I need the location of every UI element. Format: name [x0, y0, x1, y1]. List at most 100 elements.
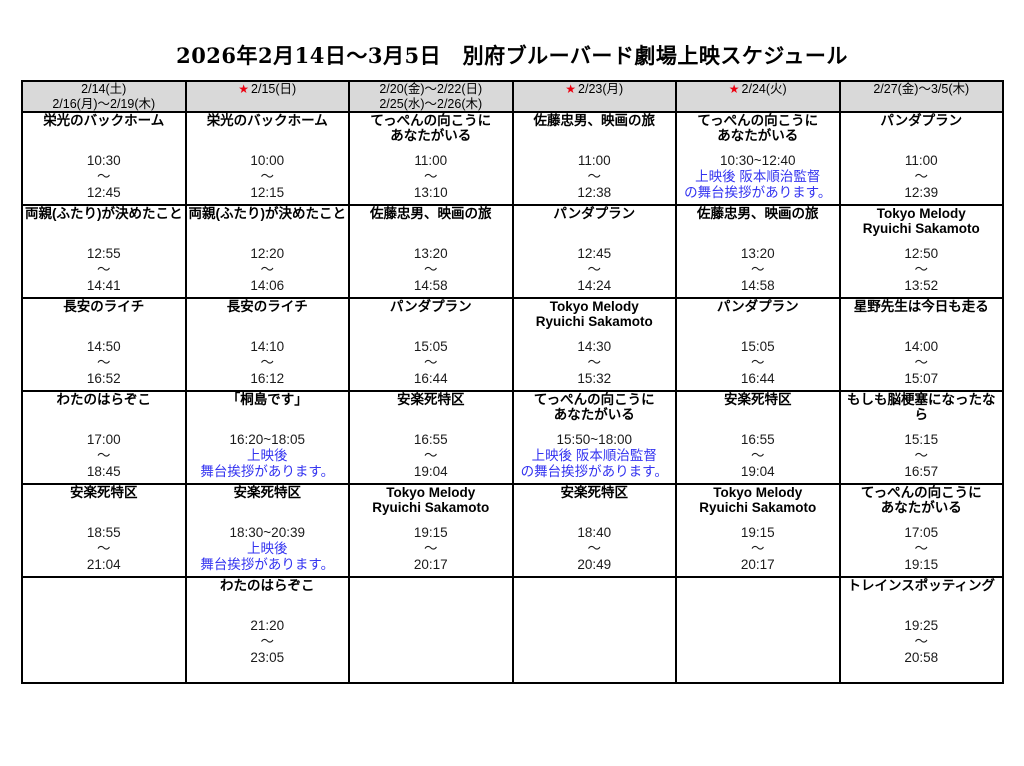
schedule-cell: 栄光のバックホーム 10:00 ～ 12:15	[184, 111, 350, 206]
showtime-start: 14:50	[86, 339, 121, 354]
schedule-cell: パンダプラン 12:45 ～ 14:24	[511, 204, 677, 299]
schedule-cell: 両親(ふたり)が決めたこと 12:55 ～ 14:41	[21, 204, 187, 299]
movie-title: Tokyo Melody	[876, 206, 966, 221]
movie-title: 星野先生は今日も走る	[853, 299, 989, 314]
schedule-table: 2/14(土) 2/16(月)～2/19(木) ★ 2/15(日) 2/20(金)…	[21, 80, 1004, 684]
showtime-end: 20:17	[413, 557, 448, 572]
movie-title: 安楽死特区	[560, 485, 629, 500]
showtime-range: 10:30~12:40	[720, 153, 796, 168]
movie-title: もしも脳梗塞になったなら	[847, 392, 996, 422]
schedule-cell: 栄光のバックホーム 10:30 ～ 12:45	[21, 111, 187, 206]
showtime-tilde: ～	[587, 355, 602, 370]
date-range-line1: 2/27(金)～3/5(木)	[873, 82, 970, 96]
empty-cell	[348, 576, 514, 684]
showtime-end: 20:58	[904, 650, 939, 665]
schedule-cell: 星野先生は今日も走る 14:00 ～ 15:07	[838, 297, 1004, 392]
showtime-start: 14:10	[250, 339, 285, 354]
showtime-start: 14:30	[577, 339, 612, 354]
showtime-end: 14:06	[250, 278, 285, 293]
movie-title-line2: Ryuichi Sakamoto	[699, 500, 817, 515]
schedule-cell: 安楽死特区 18:40 ～ 20:49	[511, 483, 677, 578]
schedule-cell: トレインスポッティング 19:25 ～ 20:58	[838, 576, 1004, 684]
star-icon: ★	[565, 82, 577, 96]
showtime-range: 15:50~18:00	[556, 432, 632, 447]
showtime-tilde: ～	[587, 541, 602, 556]
showtime-tilde: ～	[751, 262, 765, 277]
schedule-cell: 安楽死特区 18:30~20:39 上映後 舞台挨拶があります。	[184, 483, 350, 578]
movie-title: Tokyo Melody	[713, 485, 803, 500]
showtime-tilde: ～	[587, 169, 602, 184]
showtime-tilde: ～	[424, 169, 438, 184]
showtime-tilde: ～	[424, 355, 438, 370]
schedule-cell: 長安のライチ 14:10 ～ 16:12	[184, 297, 350, 392]
movie-title: Tokyo Melody	[549, 299, 639, 314]
movie-title: 両親(ふたり)が決めたこと	[188, 206, 347, 221]
schedule-cell: Tokyo Melody Ryuichi Sakamoto 19:15 ～ 20…	[675, 483, 841, 578]
showtime-tilde: ～	[424, 541, 438, 556]
schedule-row: 長安のライチ 14:50 ～ 16:52 長安のライチ 14:10 ～ 16:1…	[21, 297, 1004, 392]
showtime-end: 12:45	[86, 185, 121, 200]
showtime-start: 17:05	[904, 525, 939, 540]
showtime-tilde: ～	[587, 262, 602, 277]
header-row: 2/14(土) 2/16(月)～2/19(木) ★ 2/15(日) 2/20(金)…	[21, 80, 1004, 113]
showtime-end: 21:04	[86, 557, 121, 572]
showtime-start: 12:45	[577, 246, 612, 261]
showtime-start: 17:00	[86, 432, 121, 447]
stage-greeting-note-1: 上映後	[247, 448, 288, 463]
schedule-cell: Tokyo Melody Ryuichi Sakamoto 12:50 ～ 13…	[838, 204, 1004, 299]
showtime-end: 18:45	[86, 464, 121, 479]
stage-greeting-note-1: 上映後	[247, 541, 288, 556]
movie-title: トレインスポッティング	[847, 578, 995, 593]
showtime-range: 16:20~18:05	[229, 432, 305, 447]
schedule-cell: 長安のライチ 14:50 ～ 16:52	[21, 297, 187, 392]
schedule-cell: パンダプラン 15:05 ～ 16:44	[675, 297, 841, 392]
showtime-end: 20:17	[740, 557, 775, 572]
schedule-cell: 「桐島です」 16:20~18:05 上映後 舞台挨拶があります。	[184, 390, 350, 485]
stage-greeting-note-2: の舞台挨拶があります。	[520, 464, 668, 479]
showtime-start: 13:20	[740, 246, 775, 261]
movie-title: 長安のライチ	[226, 299, 308, 314]
empty-cell	[675, 576, 841, 684]
showtime-end: 20:49	[577, 557, 612, 572]
showtime-start: 15:05	[740, 339, 775, 354]
showtime-end: 13:10	[413, 185, 448, 200]
movie-title: 安楽死特区	[70, 485, 138, 500]
showtime-tilde: ～	[260, 355, 275, 370]
schedule-cell: 安楽死特区 16:55 ～ 19:04	[675, 390, 841, 485]
showtime-tilde: ～	[97, 448, 111, 463]
movie-title: パンダプラン	[553, 206, 636, 221]
schedule-cell: 佐藤忠男、映画の旅 13:20 ～ 14:58	[348, 204, 514, 299]
movie-title-line2: あなたがいる	[880, 500, 962, 515]
stage-greeting-note-2: の舞台挨拶があります。	[684, 185, 832, 200]
schedule-cell: Tokyo Melody Ryuichi Sakamoto 19:15 ～ 20…	[348, 483, 514, 578]
showtime-end: 19:04	[413, 464, 448, 479]
schedule-cell: パンダプラン 15:05 ～ 16:44	[348, 297, 514, 392]
date-header-4: ★ 2/24(火)	[675, 80, 841, 113]
movie-title: 栄光のバックホーム	[206, 113, 328, 128]
showtime-start: 15:05	[413, 339, 448, 354]
movie-title: 長安のライチ	[63, 299, 145, 314]
showtime-tilde: ～	[914, 634, 929, 649]
showtime-start: 10:30	[86, 153, 121, 168]
movie-title: わたのはらぞこ	[220, 578, 315, 593]
showtime-end: 12:38	[577, 185, 612, 200]
date-range-line1: 2/20(金)～2/22(日)	[379, 82, 483, 96]
showtime-start: 19:15	[413, 525, 448, 540]
showtime-start: 18:40	[577, 525, 612, 540]
showtime-tilde: ～	[424, 262, 438, 277]
movie-title: Tokyo Melody	[386, 485, 476, 500]
showtime-start: 13:20	[413, 246, 448, 261]
showtime-end: 16:12	[250, 371, 285, 386]
showtime-start: 10:00	[250, 153, 285, 168]
date-range-line1: 2/24(火)	[741, 82, 787, 96]
showtime-start: 18:55	[86, 525, 121, 540]
star-icon: ★	[238, 82, 250, 96]
schedule-row: 栄光のバックホーム 10:30 ～ 12:45 栄光のバックホーム 10:00 …	[21, 111, 1004, 206]
page-title: 2026年2月14日～3月5日 別府ブルーバード劇場上映スケジュール	[176, 43, 848, 68]
showtime-tilde: ～	[914, 169, 929, 184]
showtime-start: 15:15	[904, 432, 939, 447]
empty-cell	[511, 576, 677, 684]
showtime-start: 12:50	[904, 246, 939, 261]
showtime-tilde: ～	[914, 262, 929, 277]
showtime-end: 23:05	[250, 650, 285, 665]
